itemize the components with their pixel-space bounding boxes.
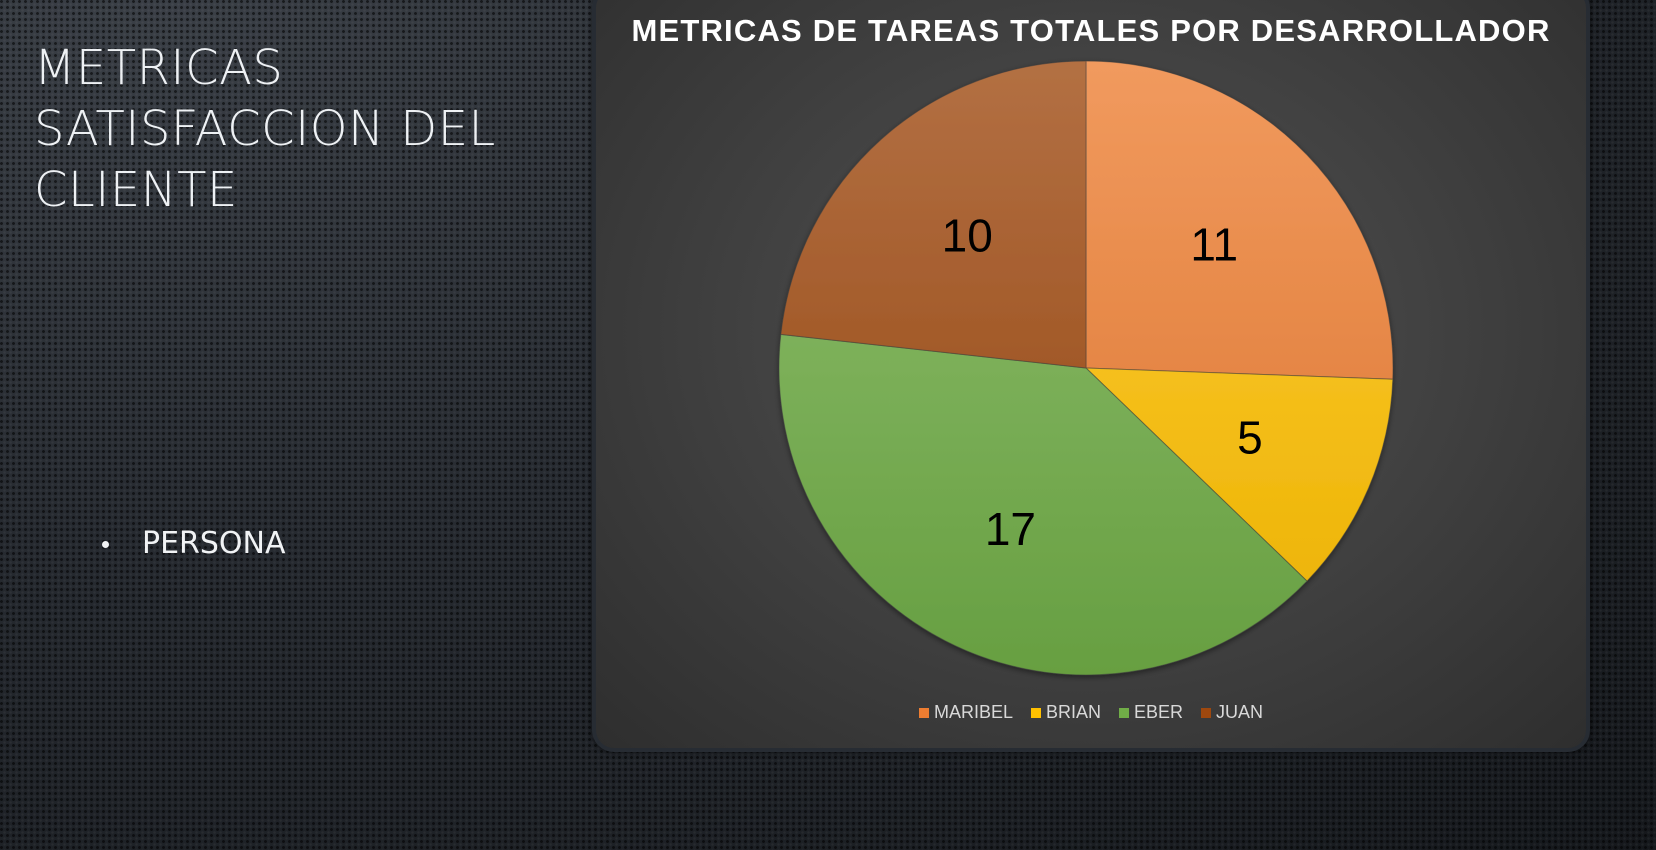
legend-label: MARIBEL	[933, 702, 1013, 722]
chart-panel[interactable]: METRICAS DE TAREAS TOTALES POR DESARROLL…	[592, 0, 1590, 752]
pie-chart[interactable]: 11 5 17 10	[596, 0, 1586, 750]
legend-label: JUAN	[1216, 702, 1264, 722]
legend-item-maribel: MARIBEL	[918, 702, 1013, 723]
pie-slice-brian[interactable]	[1084, 367, 1394, 582]
chart-title: METRICAS DE TAREAS TOTALES POR DESARROLL…	[631, 13, 1551, 48]
data-label-maribel: 11	[1190, 218, 1238, 270]
pie-data-labels: 11 5 17 10	[942, 209, 1263, 555]
bullet-dot-icon	[102, 541, 109, 548]
bullet-item-persona: PERSONA	[95, 526, 286, 562]
legend-label: EBER	[1134, 702, 1184, 722]
chart-legend: MARIBEL BRIAN EBER JUAN	[596, 702, 1586, 723]
bullet-list: PERSONA	[95, 526, 286, 562]
data-label-eber: 17	[985, 503, 1036, 555]
legend-item-brian: BRIAN	[1030, 702, 1101, 723]
legend-swatch-icon	[1201, 707, 1212, 718]
legend-item-juan: JUAN	[1201, 702, 1263, 723]
data-label-brian: 5	[1237, 412, 1263, 464]
pie-slice-maribel[interactable]	[1085, 60, 1394, 380]
legend-swatch-icon	[1030, 707, 1041, 718]
pie-slice-juan[interactable]	[780, 60, 1087, 369]
legend-item-eber: EBER	[1119, 702, 1183, 723]
legend-swatch-icon	[918, 707, 929, 718]
pie-slice-eber[interactable]	[778, 333, 1308, 676]
slide-title: METRICAS SATISFACCION DEL CLIENTE	[34, 40, 496, 218]
data-label-juan: 10	[942, 209, 993, 261]
pie-slices	[778, 60, 1394, 676]
legend-label: BRIAN	[1045, 702, 1101, 722]
legend-swatch-icon	[1119, 707, 1129, 718]
bullet-text: PERSONA	[142, 526, 286, 561]
